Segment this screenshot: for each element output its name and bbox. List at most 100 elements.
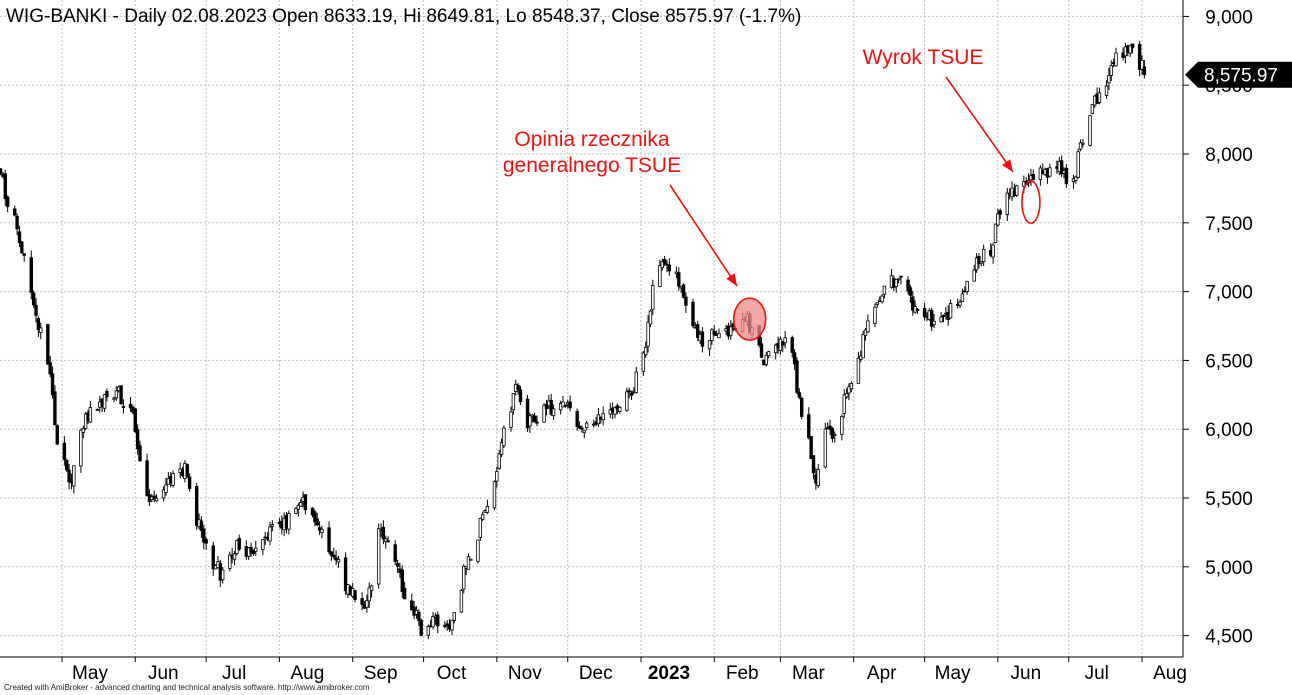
candle (1128, 44, 1132, 57)
candle (1064, 164, 1069, 188)
candle-body (381, 526, 386, 540)
candle (941, 314, 946, 323)
candle (67, 463, 71, 490)
candle-body (518, 389, 523, 403)
candle-body (1137, 44, 1142, 70)
candle-body (185, 464, 189, 477)
candle-body (790, 337, 794, 353)
candle-body (509, 411, 513, 428)
candle-body (764, 354, 768, 365)
candle (861, 330, 865, 359)
candle (873, 303, 877, 328)
candle (646, 315, 650, 353)
candle-body (452, 612, 456, 621)
candle (135, 424, 140, 455)
candle-body (459, 590, 464, 613)
candle-body (625, 391, 629, 411)
candle-body (549, 399, 553, 415)
candle-body (584, 422, 589, 429)
candle-body (729, 326, 733, 337)
candle (462, 564, 466, 594)
candle-body (31, 292, 36, 306)
candle-body (161, 489, 166, 499)
candle (863, 327, 868, 341)
candle-body (450, 619, 454, 631)
candle-body (958, 301, 962, 306)
candle-body (187, 476, 192, 489)
candle (65, 458, 69, 472)
candle (112, 396, 116, 403)
candle (83, 411, 88, 431)
candle (875, 302, 880, 308)
candle-body (466, 556, 471, 570)
candle-body (840, 416, 844, 435)
candle (641, 350, 646, 376)
candle-body (50, 373, 55, 396)
candle (707, 340, 712, 357)
candle-body (861, 333, 865, 359)
candle-body (417, 611, 421, 621)
candle (119, 385, 123, 405)
x-tick-label: Jul (222, 663, 246, 684)
candle-body (993, 223, 998, 243)
candle-body (34, 304, 38, 316)
candle-body (575, 410, 579, 427)
candle-body (811, 455, 816, 474)
candle-body (1128, 45, 1132, 54)
candle (842, 389, 846, 418)
candle (729, 320, 733, 340)
candle (402, 581, 407, 600)
candle (419, 618, 423, 637)
candle (979, 260, 983, 267)
candle-body (875, 302, 880, 305)
candle-body (55, 425, 59, 445)
candle-body (1015, 185, 1019, 196)
candle-body (95, 408, 100, 411)
candle-body (384, 538, 388, 542)
candle-body (254, 547, 258, 552)
candle (847, 383, 851, 401)
candle (329, 550, 334, 561)
candle-body (911, 296, 915, 311)
candle-body (873, 306, 877, 324)
vertical-gridlines (61, 0, 1143, 657)
candle (211, 541, 215, 576)
candle (327, 521, 331, 555)
candle (332, 547, 336, 560)
candle-body (847, 386, 851, 394)
candle-body (1005, 192, 1009, 215)
candle-body (644, 346, 648, 356)
candle (221, 566, 225, 584)
candle (1090, 104, 1095, 115)
candle (502, 425, 506, 448)
candle-body (618, 406, 622, 413)
candle-body (164, 484, 168, 493)
candle (3, 169, 7, 206)
candle-body (298, 502, 303, 507)
candle (15, 213, 19, 236)
x-tick-label: May (72, 663, 108, 684)
software-credit: Created with AmiBroker - advanced charti… (4, 683, 370, 692)
y-tick-label: 5,000 (1205, 558, 1253, 579)
candle (1048, 163, 1052, 178)
last-value-marker: 8,575.97 (1185, 61, 1292, 88)
candle-body (22, 253, 26, 256)
annotation-arrow (669, 184, 738, 287)
candle-body (1104, 85, 1109, 96)
candle-body (991, 244, 995, 258)
candle-body (684, 296, 688, 306)
candle (270, 520, 275, 532)
candle (1059, 155, 1064, 178)
candle (544, 399, 549, 416)
candle (296, 503, 301, 517)
annotation: Wyrok TSUE (863, 46, 1041, 224)
candle-body (915, 308, 920, 312)
y-tick-label: 5,500 (1205, 489, 1253, 510)
candle (261, 538, 265, 556)
candle-body (336, 559, 341, 563)
candle (466, 553, 471, 570)
candle (492, 480, 497, 511)
candle-body (1140, 59, 1144, 70)
candle-body (908, 287, 913, 296)
